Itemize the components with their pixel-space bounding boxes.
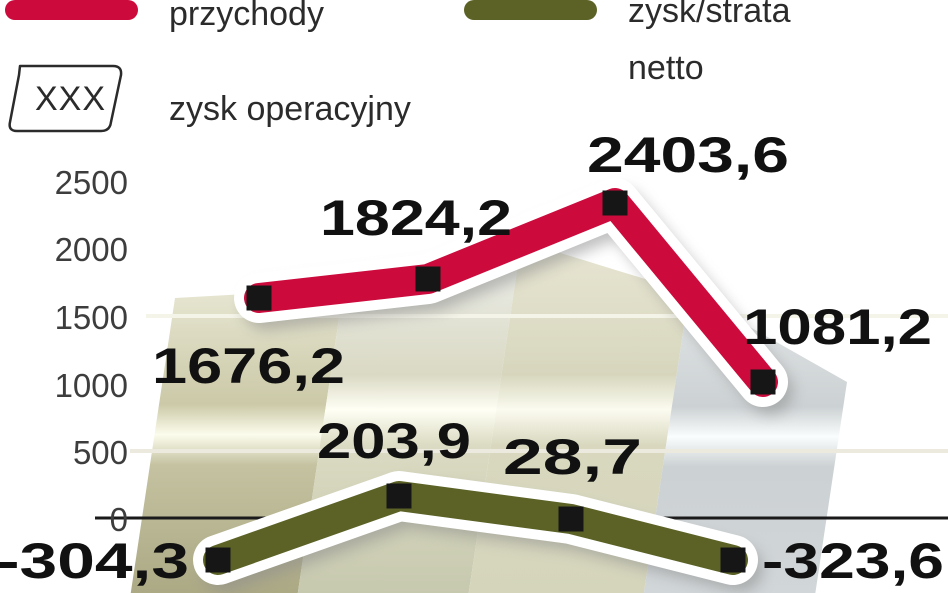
- svg-text:-304,3: -304,3: [0, 533, 189, 589]
- svg-text:-323,6: -323,6: [762, 533, 944, 589]
- svg-text:netto: netto: [628, 49, 704, 87]
- svg-text:1500: 1500: [55, 299, 128, 336]
- svg-text:1081,2: 1081,2: [743, 299, 932, 355]
- svg-text:28,7: 28,7: [503, 429, 642, 485]
- svg-text:1000: 1000: [55, 367, 128, 404]
- svg-text:500: 500: [73, 434, 128, 471]
- svg-text:2000: 2000: [55, 231, 128, 268]
- svg-text:zysk operacyjny: zysk operacyjny: [169, 90, 411, 128]
- svg-text:2403,6: 2403,6: [587, 127, 789, 183]
- svg-text:2500: 2500: [55, 164, 128, 201]
- svg-text:przychody: przychody: [169, 0, 324, 33]
- svg-text:203,9: 203,9: [317, 413, 471, 469]
- svg-text:1824,2: 1824,2: [320, 190, 512, 246]
- svg-text:zysk/strata: zysk/strata: [628, 0, 791, 30]
- svg-text:1676,2: 1676,2: [152, 338, 345, 394]
- svg-text:XXX: XXX: [35, 80, 106, 118]
